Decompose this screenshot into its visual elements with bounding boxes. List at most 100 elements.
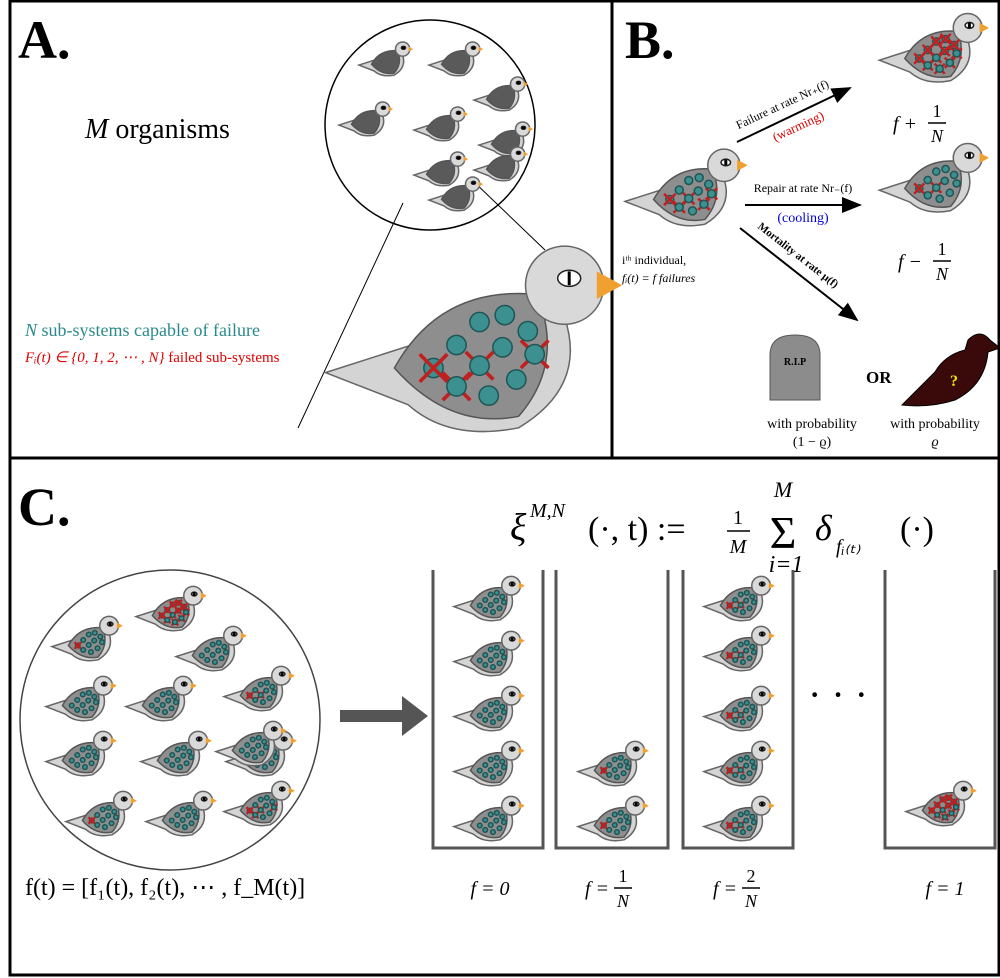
tail: (·) xyxy=(900,511,934,548)
subsystem xyxy=(174,821,181,828)
subsystem xyxy=(74,751,81,759)
bird xyxy=(701,625,775,672)
subsystem xyxy=(272,754,280,761)
subsystem xyxy=(180,744,187,751)
subsystem xyxy=(168,817,175,824)
subsystem xyxy=(169,761,176,768)
subsystem xyxy=(499,648,506,655)
bins xyxy=(431,570,997,850)
subsystem xyxy=(732,706,739,714)
plus-den: N xyxy=(930,126,944,146)
bird xyxy=(133,585,207,632)
subsystem xyxy=(221,643,228,650)
subsystem xyxy=(732,596,739,604)
subsystem xyxy=(499,758,506,765)
bird xyxy=(575,795,649,842)
subsystem xyxy=(934,811,941,818)
subsystem xyxy=(192,814,200,821)
bird-beak xyxy=(478,46,484,52)
bird-beak xyxy=(290,737,297,744)
subsystem xyxy=(85,641,92,649)
bird xyxy=(43,675,117,722)
subsystem xyxy=(489,829,497,836)
minus-lhs: f − xyxy=(898,251,922,273)
minus-den: N xyxy=(935,264,949,284)
subsystem xyxy=(263,679,270,686)
subsystem xyxy=(499,593,506,600)
subsystem xyxy=(611,756,618,763)
subsystem xyxy=(446,334,467,356)
bird-wing xyxy=(440,184,471,210)
death-value: (1 − ϱ) xyxy=(793,435,832,450)
bird-beak xyxy=(528,126,534,132)
subsystem xyxy=(252,811,259,818)
bird-beak xyxy=(130,797,137,804)
subsystem xyxy=(154,706,161,713)
expr: Fᵢ(t) ∈ {0, 1, 2, ⋯ , N} xyxy=(24,350,165,366)
subsystem xyxy=(489,609,497,616)
subsystem xyxy=(945,188,955,198)
subsystem xyxy=(496,605,503,612)
text: failed sub-systems xyxy=(165,350,280,366)
plus-num: 1 xyxy=(933,101,942,121)
var: N xyxy=(24,320,38,340)
individual: iᵗʰ individual, xyxy=(622,253,686,267)
bird xyxy=(622,148,748,227)
subsystem xyxy=(732,646,739,654)
subsystem xyxy=(496,715,503,722)
subsystem xyxy=(174,756,181,764)
bird xyxy=(143,790,217,837)
subsystem xyxy=(258,750,265,757)
failure-cross xyxy=(87,816,96,825)
subsystem xyxy=(699,199,709,209)
subsystem xyxy=(487,656,494,664)
bird xyxy=(451,630,525,677)
subsystem xyxy=(948,810,955,817)
subsystem xyxy=(257,796,264,803)
subsystem xyxy=(204,656,211,663)
bird xyxy=(877,142,989,213)
subsystem xyxy=(476,767,483,774)
bird xyxy=(701,685,775,732)
subsystem xyxy=(185,804,192,811)
bird-beak xyxy=(596,271,623,299)
failure-cross xyxy=(599,766,608,775)
bird-beak xyxy=(768,582,775,589)
subsystems-text: N sub-systems capable of failure xyxy=(24,320,260,340)
subsystem xyxy=(85,752,92,759)
subsystem xyxy=(255,734,262,741)
subsystem xyxy=(743,754,750,761)
subsystem xyxy=(732,656,739,663)
subsystem xyxy=(743,699,750,706)
subsystem xyxy=(487,811,494,818)
subsystem xyxy=(684,175,694,186)
subsystem xyxy=(489,664,497,671)
subsystem xyxy=(255,742,262,749)
subsystem xyxy=(606,771,613,778)
subsystem xyxy=(746,715,753,722)
subsystem xyxy=(606,761,613,769)
subsystem xyxy=(191,808,198,815)
subsystem xyxy=(91,748,98,755)
bird xyxy=(701,740,775,787)
bird xyxy=(336,101,394,137)
bird-beak xyxy=(768,692,775,699)
subsystem xyxy=(178,615,185,622)
subsystem xyxy=(500,764,508,771)
subsystem xyxy=(749,813,756,820)
subsystem xyxy=(743,639,750,646)
bird-beak xyxy=(518,802,525,809)
cooling: (cooling) xyxy=(777,211,829,226)
subsystem xyxy=(935,64,944,74)
bin-label: f = 0 xyxy=(470,878,509,900)
failure-cross xyxy=(950,797,959,806)
ellipsis: · · · xyxy=(808,672,868,717)
subsystem xyxy=(179,816,186,824)
bird-beak xyxy=(463,156,469,162)
subsystem xyxy=(624,764,632,771)
subsystem xyxy=(931,183,941,192)
failure-cross xyxy=(73,641,82,650)
bird-beak xyxy=(240,632,247,639)
subsystem xyxy=(617,754,624,761)
subsystem xyxy=(500,709,508,716)
